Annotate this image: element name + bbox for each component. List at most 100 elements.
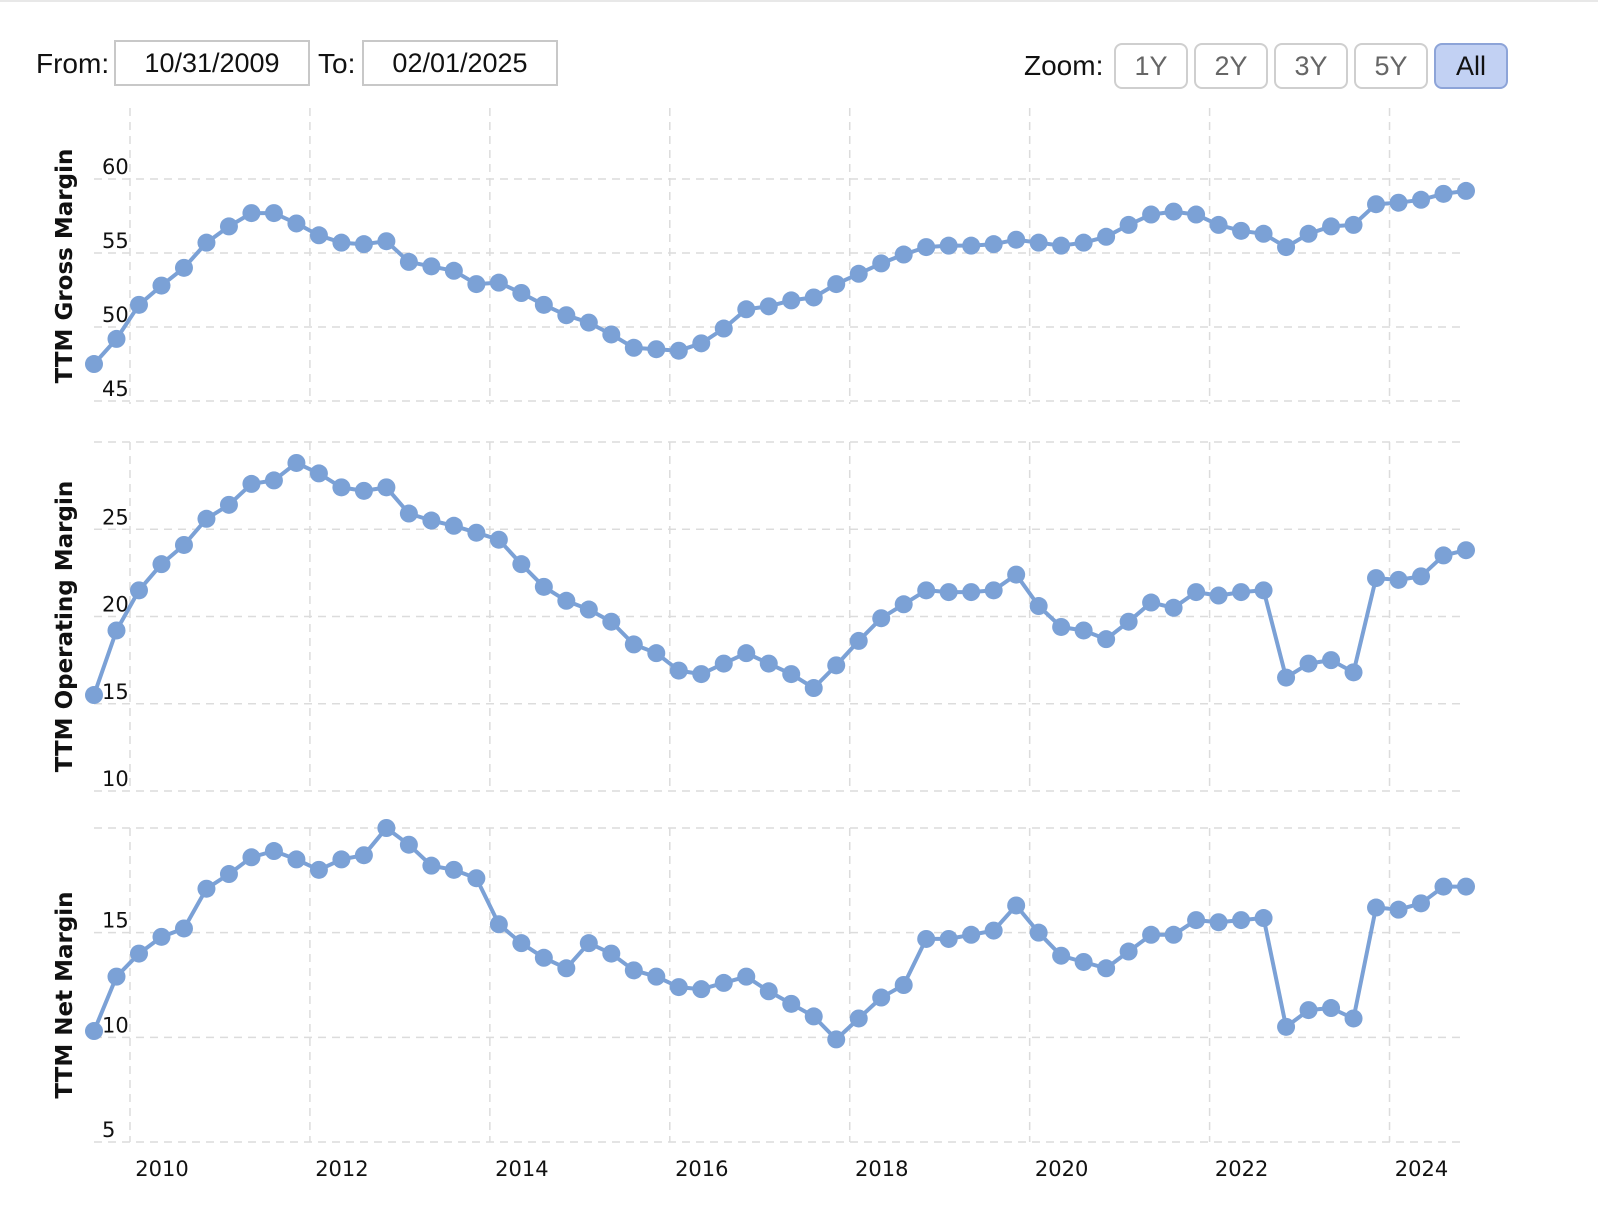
data-point <box>872 988 891 1007</box>
data-point <box>197 509 216 528</box>
data-point <box>467 869 486 888</box>
data-point <box>1367 569 1386 588</box>
data-point <box>827 656 846 675</box>
data-point <box>917 581 936 600</box>
data-point <box>444 860 463 879</box>
y-tick-label: 10 <box>102 1013 129 1037</box>
data-point <box>129 944 148 963</box>
y-tick-label: 55 <box>102 229 129 253</box>
x-tick-label: 2018 <box>855 1157 908 1181</box>
data-point <box>759 654 778 673</box>
data-point <box>782 291 801 310</box>
data-point <box>512 934 531 953</box>
data-point <box>1322 651 1341 670</box>
data-point <box>467 523 486 542</box>
data-point <box>489 530 508 549</box>
data-point <box>714 973 733 992</box>
data-point <box>579 313 598 332</box>
y-tick-label: 45 <box>102 377 129 401</box>
data-point <box>242 204 261 223</box>
data-point <box>489 915 508 934</box>
data-point <box>174 535 193 554</box>
data-point <box>1119 215 1138 234</box>
data-point <box>444 261 463 280</box>
data-point <box>894 245 913 264</box>
data-point <box>1142 925 1161 944</box>
data-point <box>422 856 441 875</box>
data-point <box>152 276 171 295</box>
data-point <box>849 264 868 283</box>
y-axis-title: TTM Net Margin <box>52 891 78 1098</box>
data-point <box>287 214 306 233</box>
data-point <box>557 306 576 325</box>
data-point <box>85 1022 103 1041</box>
y-tick-label: 15 <box>102 909 129 933</box>
data-point <box>309 226 328 245</box>
data-point <box>1277 238 1296 257</box>
data-point <box>1322 217 1341 236</box>
data-point <box>962 583 981 602</box>
data-point <box>1389 570 1408 589</box>
y-tick-label: 10 <box>102 767 129 791</box>
data-point <box>602 325 621 344</box>
data-point <box>624 635 643 654</box>
data-point <box>602 612 621 631</box>
x-tick-label: 2024 <box>1395 1157 1448 1181</box>
data-point <box>1389 900 1408 919</box>
data-point <box>939 236 958 255</box>
data-point <box>1434 184 1453 203</box>
data-point <box>1052 946 1071 965</box>
y-axis-title: TTM Operating Margin <box>52 481 78 772</box>
data-point <box>1164 202 1183 221</box>
panel-1: 45 50 55 60 TTM Gross Margin <box>52 108 1475 404</box>
from-date-input[interactable]: 10/31/2009 <box>114 40 310 86</box>
data-point <box>264 204 283 223</box>
data-point <box>1164 925 1183 944</box>
data-point <box>1254 581 1273 600</box>
data-point <box>984 921 1003 940</box>
y-tick-label: 25 <box>102 505 129 529</box>
data-point <box>849 1009 868 1028</box>
data-point <box>1209 913 1228 932</box>
data-point <box>377 819 396 837</box>
data-point <box>354 235 373 254</box>
data-point <box>1119 612 1138 631</box>
data-point <box>512 284 531 302</box>
data-point <box>354 846 373 865</box>
zoom-5y-button[interactable]: 5Y <box>1354 43 1428 89</box>
data-point <box>242 848 261 867</box>
zoom-all-button[interactable]: All <box>1434 43 1508 89</box>
zoom-2y-button[interactable]: 2Y <box>1194 43 1268 89</box>
data-point <box>197 233 216 252</box>
data-point <box>264 471 283 490</box>
data-point <box>309 464 328 483</box>
data-point <box>1277 668 1296 687</box>
to-date-input[interactable]: 02/01/2025 <box>362 40 558 86</box>
data-point <box>1457 181 1475 200</box>
zoom-1y-button[interactable]: 1Y <box>1114 43 1188 89</box>
data-point <box>1007 230 1026 249</box>
data-point <box>894 976 913 994</box>
data-point <box>264 842 283 861</box>
data-point <box>399 504 418 523</box>
data-point <box>1029 923 1048 942</box>
data-point <box>444 516 463 535</box>
data-point <box>692 665 711 684</box>
data-point <box>669 341 688 360</box>
data-point <box>1457 541 1475 560</box>
data-point <box>737 967 756 986</box>
data-point <box>534 948 553 967</box>
data-point <box>782 994 801 1013</box>
data-point <box>1074 621 1093 640</box>
y-tick-label: 5 <box>102 1118 115 1142</box>
data-point <box>422 511 441 530</box>
data-point <box>939 929 958 948</box>
x-tick-label: 2014 <box>495 1157 548 1181</box>
data-point <box>804 288 823 307</box>
zoom-3y-button[interactable]: 3Y <box>1274 43 1348 89</box>
data-point <box>219 865 238 884</box>
data-point <box>984 235 1003 254</box>
data-point <box>1029 233 1048 252</box>
data-point <box>782 665 801 684</box>
